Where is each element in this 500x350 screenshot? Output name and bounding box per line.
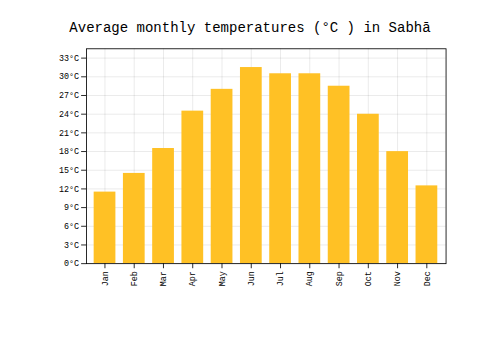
svg-text:18°C: 18°C — [59, 147, 79, 157]
svg-text:3°C: 3°C — [64, 241, 79, 251]
svg-text:27°C: 27°C — [59, 91, 79, 101]
svg-text:33°C: 33°C — [59, 54, 79, 64]
svg-text:Aug: Aug — [305, 271, 315, 286]
svg-text:6°C: 6°C — [64, 222, 79, 232]
svg-text:Nov: Nov — [393, 271, 403, 286]
svg-text:Feb: Feb — [130, 271, 140, 286]
svg-text:21°C: 21°C — [59, 129, 79, 139]
svg-text:15°C: 15°C — [59, 166, 79, 176]
svg-text:30°C: 30°C — [59, 72, 79, 82]
svg-text:Mar: Mar — [159, 271, 169, 286]
svg-text:Jun: Jun — [247, 271, 257, 286]
svg-text:Oct: Oct — [364, 271, 374, 286]
svg-text:Dec: Dec — [423, 271, 433, 286]
svg-text:Jul: Jul — [276, 271, 286, 286]
svg-text:Jan: Jan — [101, 271, 111, 286]
svg-text:12°C: 12°C — [59, 185, 79, 195]
svg-text:May: May — [218, 271, 228, 286]
svg-text:0°C: 0°C — [64, 259, 79, 269]
svg-text:24°C: 24°C — [59, 110, 79, 120]
html-text:Average monthly temperatures (: Average monthly temperatures (°C ) in Sa… — [69, 20, 431, 36]
svg-text:9°C: 9°C — [64, 203, 79, 213]
svg-text:Apr: Apr — [188, 271, 198, 286]
svg-text:Sep: Sep — [335, 271, 345, 286]
